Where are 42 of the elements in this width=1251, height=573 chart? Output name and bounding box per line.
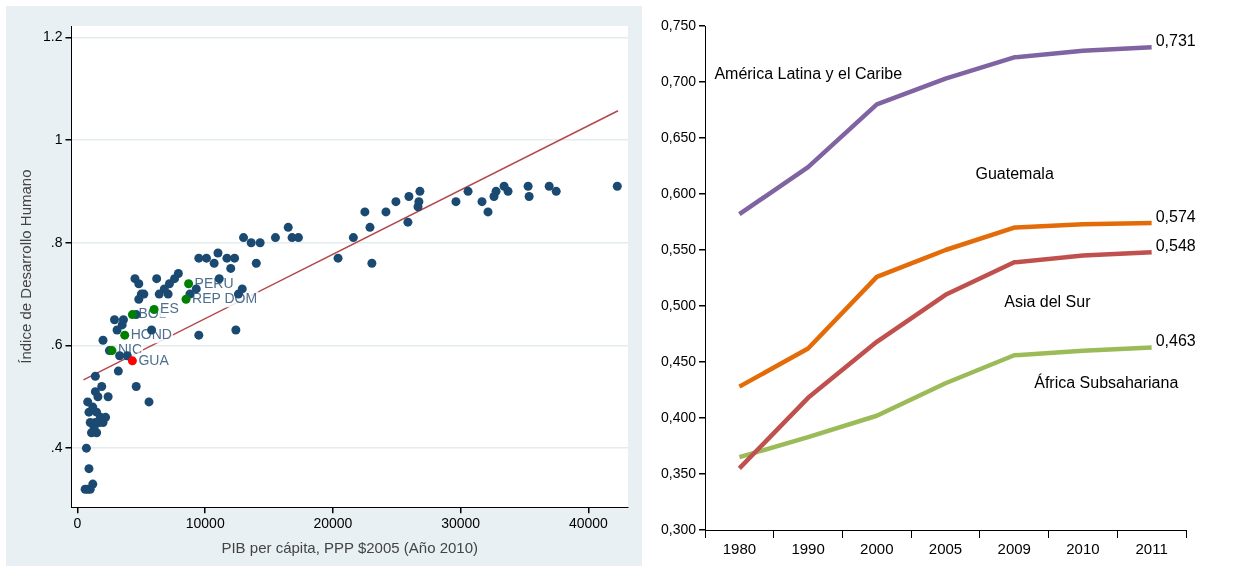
data-label: 0,463 <box>1155 331 1196 349</box>
y-tick-label: .6 <box>50 336 63 353</box>
point <box>181 294 191 304</box>
x-tick-label: 30000 <box>441 515 481 532</box>
x-tick-label: 2011 <box>1135 540 1168 558</box>
y-tick-label: 1.2 <box>42 28 63 45</box>
text: Guatemala <box>975 165 1054 183</box>
x-tick-label: 2010 <box>1066 540 1100 558</box>
data-label: 0,574 <box>1155 207 1196 225</box>
y-tick-label: 0,700 <box>660 72 697 89</box>
y-tick-label: .8 <box>50 233 63 250</box>
point <box>120 330 130 340</box>
x-tick-label: 1980 <box>722 540 757 558</box>
series-label: África Subsahariana <box>1034 372 1179 391</box>
y-tick-label: 0,650 <box>660 128 697 145</box>
y-tick-label: 0,500 <box>660 296 697 313</box>
y-tick-label: 0,550 <box>660 240 697 257</box>
y-tick-label: .4 <box>50 439 63 455</box>
y-tick-label: 0,400 <box>660 408 697 425</box>
point <box>127 310 137 320</box>
y-axis-title: Índice de Desarrollo Humano <box>17 169 35 364</box>
x-tick-label: 0 <box>73 515 82 532</box>
data-label: 0,548 <box>1155 236 1196 254</box>
series-label: América Latina y el Caribe <box>714 64 903 82</box>
y-tick-label: 0,450 <box>660 352 697 369</box>
x-tick-label: 1990 <box>791 540 825 558</box>
point <box>184 279 194 289</box>
point <box>127 356 137 366</box>
x-tick-label: 2000 <box>860 540 894 558</box>
y-tick-label: 0,600 <box>660 184 697 201</box>
x-tick-label: 2005 <box>928 540 963 558</box>
y-tick-label: 0,750 <box>660 16 697 33</box>
y-tick-label: 0,350 <box>660 464 697 481</box>
y-tick-label: 0,300 <box>660 520 697 537</box>
x-tick-label: 20000 <box>313 515 353 532</box>
x-tick-label: 40000 <box>568 515 609 532</box>
x-tick-label: 2009 <box>997 540 1031 558</box>
data-label: 0,731 <box>1155 31 1196 49</box>
series-label: Asia del Sur <box>1004 292 1092 310</box>
x-axis-title: PIB per cápita, PPP $2005 (Año 2010) <box>221 539 479 557</box>
x-tick-label: 10000 <box>185 515 225 532</box>
y-tick-label: 1 <box>54 130 63 147</box>
